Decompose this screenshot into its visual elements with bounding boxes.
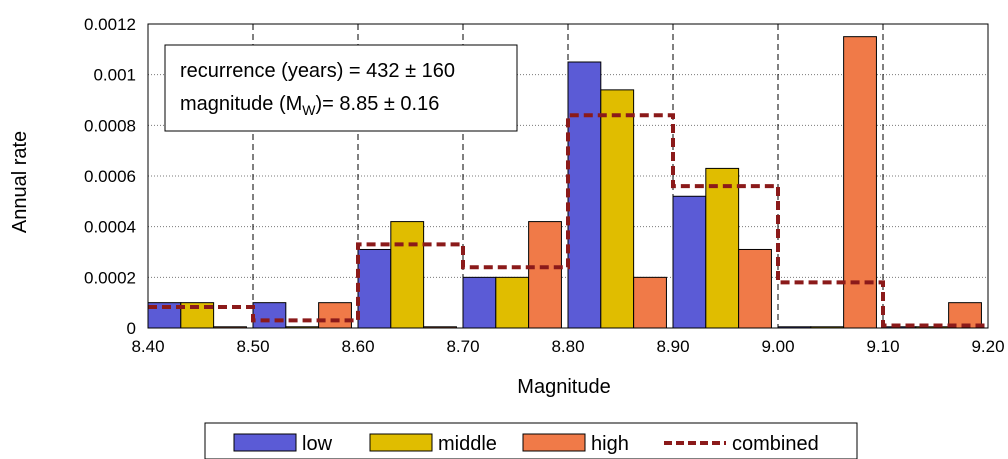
bars xyxy=(147,36,982,329)
x-axis-title: Magnitude xyxy=(517,376,610,398)
y-tick-label: 0.0002 xyxy=(84,268,136,287)
x-tick-label: 9.10 xyxy=(866,337,899,356)
x-tick-label: 8.50 xyxy=(236,337,269,356)
legend-item-combined: combined xyxy=(664,433,819,455)
legend-item-high: high xyxy=(522,433,629,455)
bar-middle xyxy=(600,89,635,329)
y-tick-label: 0.0004 xyxy=(84,218,136,237)
x-tick-label: 8.70 xyxy=(446,337,479,356)
svg-text:middle: middle xyxy=(438,433,497,455)
bar-high xyxy=(528,221,562,329)
x-tick-label: 8.60 xyxy=(341,337,374,356)
bar-middle xyxy=(495,276,530,329)
x-tick-label: 9.00 xyxy=(761,337,794,356)
x-axis-ticks: 8.40 8.50 8.60 8.70 8.80 8.90 9.00 9.10 9.20 xyxy=(131,337,1004,356)
y-tick-label: 0.001 xyxy=(93,66,136,85)
bar-low xyxy=(357,248,392,329)
x-tick-label: 8.90 xyxy=(656,337,689,356)
svg-text:high: high xyxy=(591,433,629,455)
y-tick-label: 0 xyxy=(127,319,136,338)
bar-high xyxy=(738,248,772,329)
bar-low xyxy=(567,61,602,329)
legend: low middle high combined xyxy=(204,422,858,459)
annotation-recurrence: recurrence (years) = 432 ± 160 xyxy=(180,60,455,82)
legend-item-low: low xyxy=(233,433,333,455)
y-axis-ticks: 0 0.0002 0.0004 0.0006 0.0008 0.001 0.0012 xyxy=(84,15,136,338)
svg-text:low: low xyxy=(302,433,333,455)
x-tick-label: 8.40 xyxy=(131,337,164,356)
bar-high xyxy=(843,36,877,329)
y-tick-label: 0.0012 xyxy=(84,15,136,34)
y-axis-title: Annual rate xyxy=(9,131,31,233)
x-tick-label: 9.20 xyxy=(971,337,1004,356)
bar-middle xyxy=(705,167,740,329)
bar-middle xyxy=(390,221,425,329)
bar-low xyxy=(672,195,707,329)
y-tick-label: 0.0008 xyxy=(84,116,136,135)
plot-area-border xyxy=(147,23,989,329)
bar-high xyxy=(633,276,667,329)
bar-low xyxy=(252,302,287,329)
combined-line xyxy=(148,113,988,328)
x-tick-label: 8.80 xyxy=(551,337,584,356)
legend-item-middle: middle xyxy=(369,433,497,455)
bar-high xyxy=(318,302,352,329)
bar-low xyxy=(462,276,497,329)
annotation-magnitude: magnitude (MW)= 8.85 ± 0.16 xyxy=(180,93,439,118)
y-tick-label: 0.0006 xyxy=(84,167,136,186)
annotation-box: recurrence (years) = 432 ± 160 magnitude… xyxy=(164,44,518,132)
svg-text:combined: combined xyxy=(732,433,819,455)
combined-series xyxy=(148,113,988,328)
